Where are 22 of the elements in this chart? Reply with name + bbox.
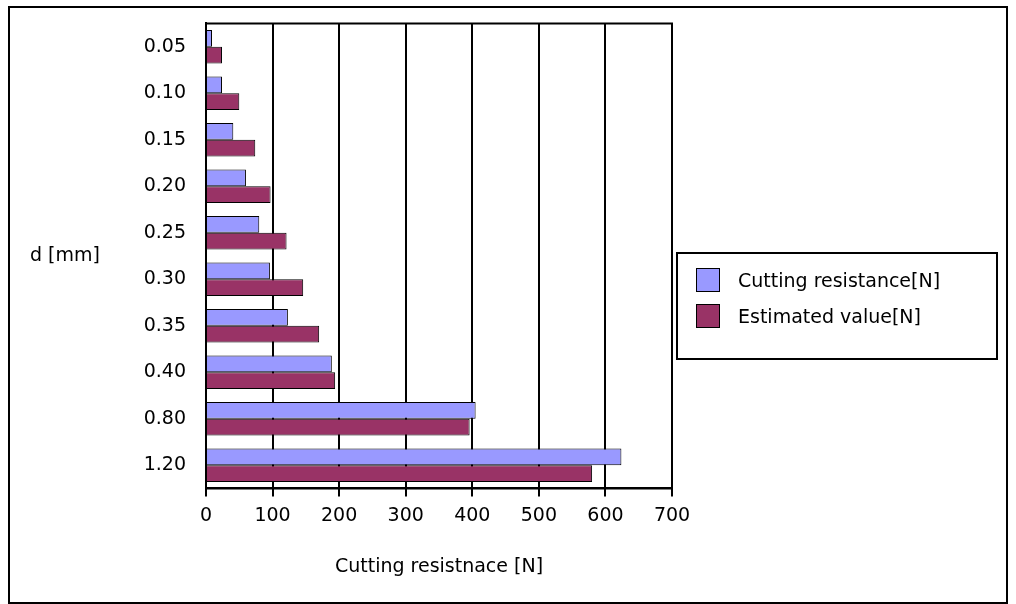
y-tick-label: 0.35 [143,312,186,335]
y-tick-label: 0.80 [143,405,186,428]
y-axis-title: d [mm] [30,243,100,265]
x-tick-label: 0 [199,502,213,525]
x-tick-label: 200 [321,502,358,525]
y-tick-label: 0.30 [143,266,186,289]
x-tick-label: 600 [587,502,624,525]
x-tick-label: 100 [254,502,291,525]
x-axis-title: Cutting resistnace [N] [334,553,544,576]
x-tick-label: 500 [520,502,557,525]
y-tick-label: 1.20 [143,452,186,475]
y-tick-label: 0.05 [143,33,186,56]
legend-label: Cutting resistance[N] [738,269,941,291]
y-tick-label: 0.15 [143,126,186,149]
legend-label: Estimated value[N] [738,305,921,327]
y-tick-label: 0.20 [143,173,186,196]
x-tick-label: 700 [653,502,691,525]
x-tick-label: 400 [454,502,491,525]
y-tick-label: 0.10 [143,80,186,103]
y-tick-label: 0.25 [143,219,186,242]
y-tick-label: 0.40 [143,359,186,382]
x-tick-label: 300 [387,502,424,525]
